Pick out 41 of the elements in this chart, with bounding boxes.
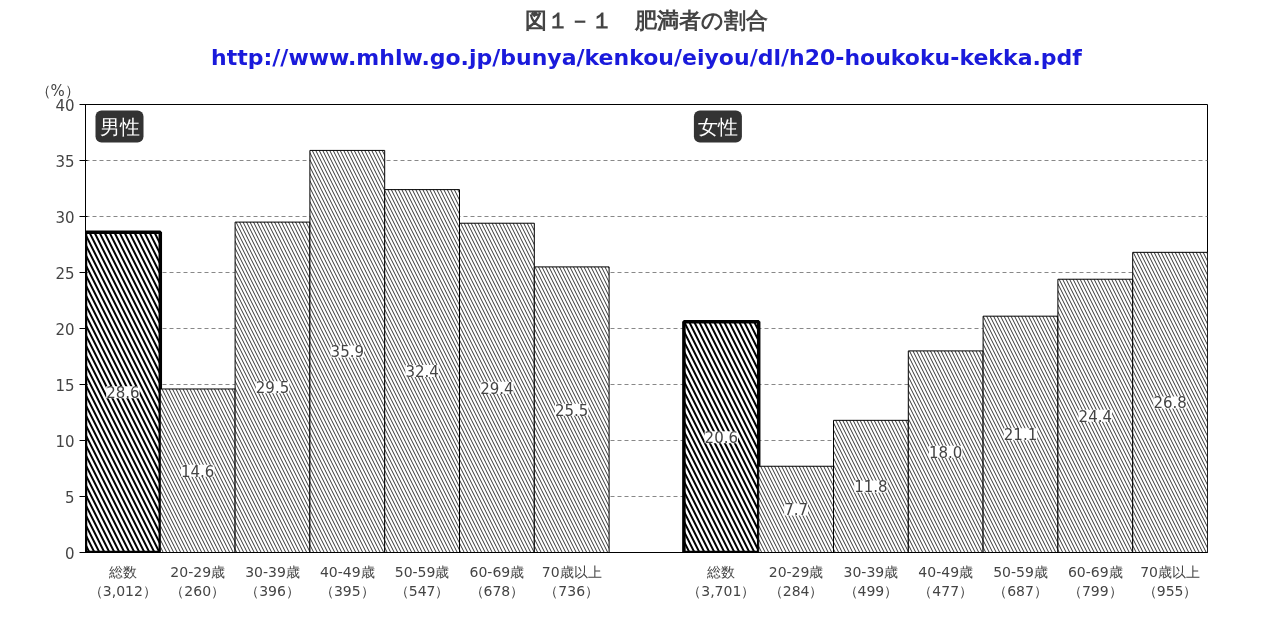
x-tick-label: 40-49歳（477） (918, 563, 974, 599)
data-label: 11.8 (854, 478, 888, 497)
x-tick-label: 総数（3,701） (687, 563, 756, 599)
data-label: 35.9 (330, 343, 365, 362)
data-label: 29.4 (480, 379, 514, 398)
data-label: 18.0 (929, 443, 963, 462)
x-tick-label: 50-59歳（547） (394, 563, 450, 599)
y-tick-label: 0 (64, 544, 75, 563)
y-tick-label: 25 (55, 264, 75, 283)
y-tick-label: 10 (55, 432, 75, 451)
y-axis-title: （%） (35, 81, 80, 100)
data-label: 28.6 (106, 384, 140, 403)
data-label: 26.8 (1153, 394, 1187, 413)
y-tick-label: 20 (55, 320, 75, 339)
y-tick-label: 5 (64, 488, 75, 507)
x-tick-label: 30-39歳（396） (245, 563, 300, 599)
x-tick-label: 30-39歳（499） (843, 563, 899, 599)
text: http://www.mhlw.go.jp/bunya/kenkou/eiyou/dl/h20-houkoku-kekka.pdf (211, 44, 1083, 70)
data-label: 7.7 (784, 501, 809, 520)
data-label: 25.5 (555, 401, 589, 420)
data-label: 29.5 (255, 379, 290, 398)
y-tick-label: 30 (55, 208, 75, 227)
x-tick-label: 70歳以上（955） (1140, 563, 1201, 599)
x-tick-label: 60-69歳（678） (469, 563, 525, 599)
x-tick-label: 40-49歳（395） (319, 563, 375, 599)
x-tick-label: 50-59歳（687） (993, 563, 1048, 599)
x-tick-label: 20-29歳（260） (170, 563, 226, 599)
data-label: 20.6 (704, 429, 739, 448)
chart-title: 図１－１ 肥満者の割合 (525, 7, 768, 33)
annotation: 男性 (99, 114, 140, 139)
x-tick-label: 20-29歳（284） (768, 563, 824, 599)
data-label: 14.6 (181, 462, 215, 481)
data-label: 24.4 (1078, 407, 1113, 426)
annotation: 女性 (697, 114, 738, 139)
data-label: 32.4 (405, 363, 439, 382)
x-tick-label: 70歳以上（736） (541, 563, 602, 599)
y-tick-label: 15 (55, 376, 75, 395)
y-tick-label: 35 (55, 152, 75, 171)
data-label: 21.1 (1003, 426, 1038, 445)
x-tick-label: 60-69歳（799） (1067, 563, 1123, 599)
x-tick-label: 総数（3,012） (88, 563, 157, 599)
